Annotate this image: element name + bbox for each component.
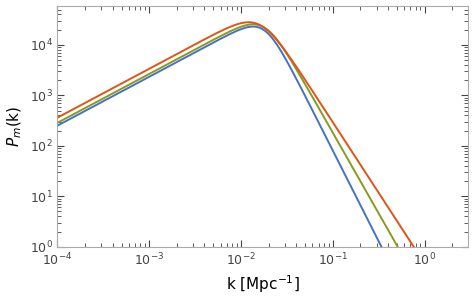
Y-axis label: $P_m$(k): $P_m$(k)	[6, 105, 24, 147]
X-axis label: k [Mpc$^{-1}$]: k [Mpc$^{-1}$]	[226, 274, 300, 296]
